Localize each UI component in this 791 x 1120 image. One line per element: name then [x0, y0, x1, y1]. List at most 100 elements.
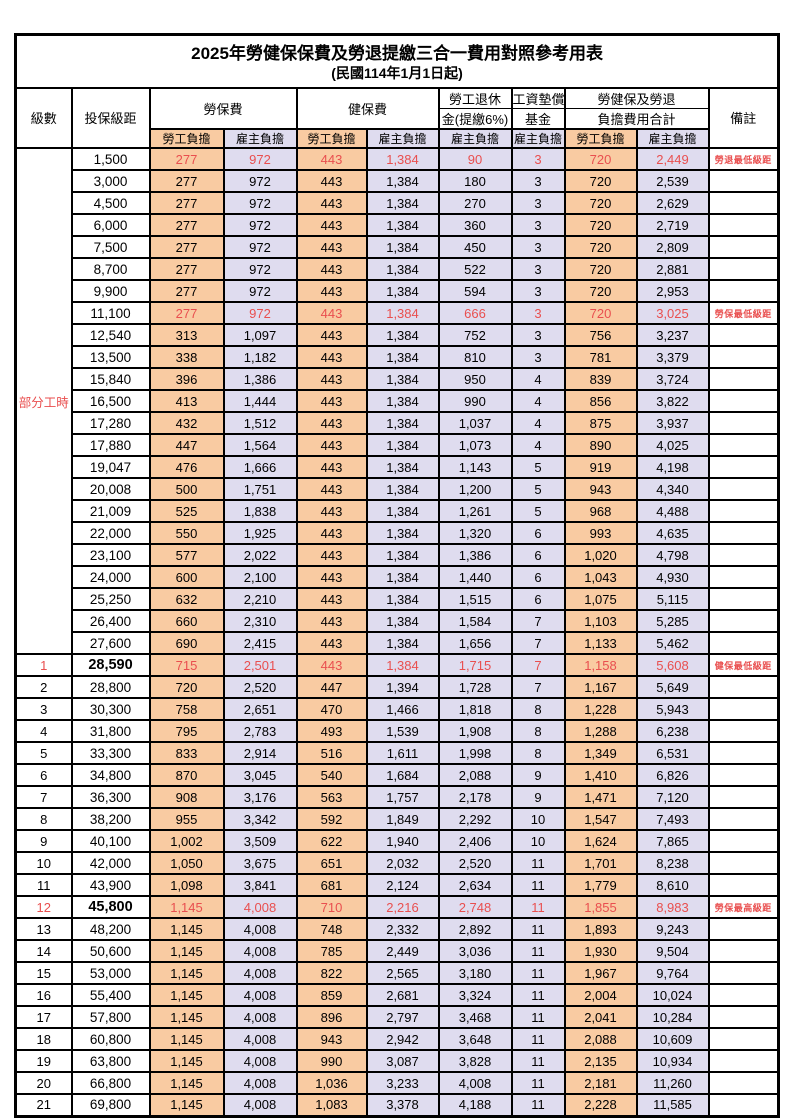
fee-cell: 1,384 [365, 191, 440, 215]
fee-cell: 3,648 [437, 1027, 513, 1051]
fee-cell: 540 [295, 763, 368, 787]
level-cell: 19 [14, 1049, 73, 1073]
fee-cell: 277 [148, 147, 225, 171]
fee-cell: 1,386 [222, 367, 298, 391]
fee-cell: 2,041 [563, 1005, 638, 1029]
fee-cell: 10,609 [635, 1027, 710, 1051]
fee-cell: 522 [437, 257, 513, 281]
fee-cell: 1,715 [437, 653, 513, 677]
fee-cell: 1,073 [437, 433, 513, 457]
fee-cell: 3 [510, 191, 566, 215]
fee-cell: 2,004 [563, 983, 638, 1007]
fee-cell: 715 [148, 653, 225, 677]
fee-cell: 1,384 [365, 433, 440, 457]
fee-cell: 651 [295, 851, 368, 875]
fee-cell: 2,178 [437, 785, 513, 809]
fee-cell: 443 [295, 455, 368, 479]
fee-cell: 4,008 [222, 1027, 298, 1051]
note-cell [707, 411, 780, 435]
table-row: 25,250 632 2,210 443 1,384 1,515 6 1,075 5,115 [16, 587, 780, 611]
table-row: 9 40,100 1,002 3,509 622 1,940 2,406 10 1,624 7,8… [14, 829, 780, 853]
fee-cell: 3,724 [635, 367, 710, 391]
note-cell [707, 1071, 780, 1095]
fee-cell: 1,145 [148, 917, 225, 941]
level-cell: 4 [14, 719, 73, 743]
fee-cell: 1,261 [437, 499, 513, 523]
bracket-cell: 6,000 [70, 213, 151, 237]
table-row: 16 55,400 1,145 4,008 859 2,681 3,324 11 2,004 10… [14, 983, 780, 1007]
note-cell [707, 389, 780, 413]
fee-cell: 5,943 [635, 697, 710, 721]
fee-cell: 2,332 [365, 917, 440, 941]
fee-cell: 4 [510, 411, 566, 435]
table-row: 21,009 525 1,838 443 1,384 1,261 5 968 4,488 [16, 499, 780, 523]
fee-cell: 11 [510, 917, 566, 941]
bracket-cell: 45,800 [70, 895, 151, 919]
fee-cell: 4,008 [222, 895, 298, 919]
level-cell: 11 [14, 873, 73, 897]
fee-cell: 270 [437, 191, 513, 215]
note-cell [707, 675, 780, 699]
fee-cell: 1,515 [437, 587, 513, 611]
fee-cell: 1,145 [148, 983, 225, 1007]
fee-cell: 1,098 [148, 873, 225, 897]
fee-cell: 1,751 [222, 477, 298, 501]
fee-cell: 1,143 [437, 455, 513, 479]
bracket-cell: 36,300 [70, 785, 151, 809]
fee-cell: 180 [437, 169, 513, 193]
note-cell: 勞保最高級距 [707, 895, 780, 919]
fee-cell: 4,008 [222, 961, 298, 985]
fee-cell: 413 [148, 389, 225, 413]
level-cell: 6 [14, 763, 73, 787]
note-cell [707, 433, 780, 457]
bracket-cell: 28,590 [70, 653, 151, 677]
fee-cell: 1,384 [365, 587, 440, 611]
fee-cell: 2,748 [437, 895, 513, 919]
table-row: 20 66,800 1,145 4,008 1,036 3,233 4,008 11 2,181… [14, 1071, 780, 1095]
fee-cell: 2,292 [437, 807, 513, 831]
level-cell: 13 [14, 917, 73, 941]
bracket-cell: 19,047 [70, 455, 151, 479]
table-row: 3 30,300 758 2,651 470 1,466 1,818 8 1,228 5,943 [14, 697, 780, 721]
bracket-cell: 34,800 [70, 763, 151, 787]
fee-cell: 11 [510, 983, 566, 1007]
table-row: 3,000 277 972 443 1,384 180 3 720 2,539 [16, 169, 780, 193]
fee-cell: 6,826 [635, 763, 710, 787]
fee-cell: 11,585 [635, 1093, 710, 1117]
table-title-cell: 2025年勞健保保費及勞退提繳三合一費用對照參考用表 (民國114年1月1日起) [14, 33, 780, 89]
fee-cell: 443 [295, 631, 368, 655]
fee-cell: 4,798 [635, 543, 710, 567]
fee-cell: 1,440 [437, 565, 513, 589]
fee-cell: 476 [148, 455, 225, 479]
table-row: 13 48,200 1,145 4,008 748 2,332 2,892 11 1,893 9,… [14, 917, 780, 941]
fee-cell: 2,520 [222, 675, 298, 699]
note-cell [707, 345, 780, 369]
note-cell: 健保最低級距 [707, 653, 780, 677]
fee-cell: 875 [563, 411, 638, 435]
bracket-cell: 53,000 [70, 961, 151, 985]
table-row: 18 60,800 1,145 4,008 943 2,942 3,648 11 2,088 10… [14, 1027, 780, 1051]
note-cell [707, 169, 780, 193]
fee-cell: 11 [510, 1071, 566, 1095]
subheader-labor-employer: 雇主負擔 [222, 128, 298, 149]
fee-cell: 1,288 [563, 719, 638, 743]
fee-cell: 4,008 [437, 1071, 513, 1095]
fee-cell: 1,384 [365, 499, 440, 523]
fee-cell: 11 [510, 961, 566, 985]
level-cell: 18 [14, 1027, 73, 1051]
fee-cell: 563 [295, 785, 368, 809]
fee-cell: 1,158 [563, 653, 638, 677]
fee-cell: 1,384 [365, 521, 440, 545]
note-cell [707, 851, 780, 875]
fee-cell: 5,649 [635, 675, 710, 699]
fee-cell: 972 [222, 301, 298, 325]
fee-cell: 1,145 [148, 939, 225, 963]
fee-cell: 1,145 [148, 895, 225, 919]
fee-cell: 822 [295, 961, 368, 985]
fee-cell: 8 [510, 741, 566, 765]
fee-cell: 493 [295, 719, 368, 743]
table-row: 7 36,300 908 3,176 563 1,757 2,178 9 1,471 7,120 [14, 785, 780, 809]
fee-cell: 4,008 [222, 983, 298, 1007]
note-cell [707, 257, 780, 281]
fee-cell: 1,384 [365, 147, 440, 171]
